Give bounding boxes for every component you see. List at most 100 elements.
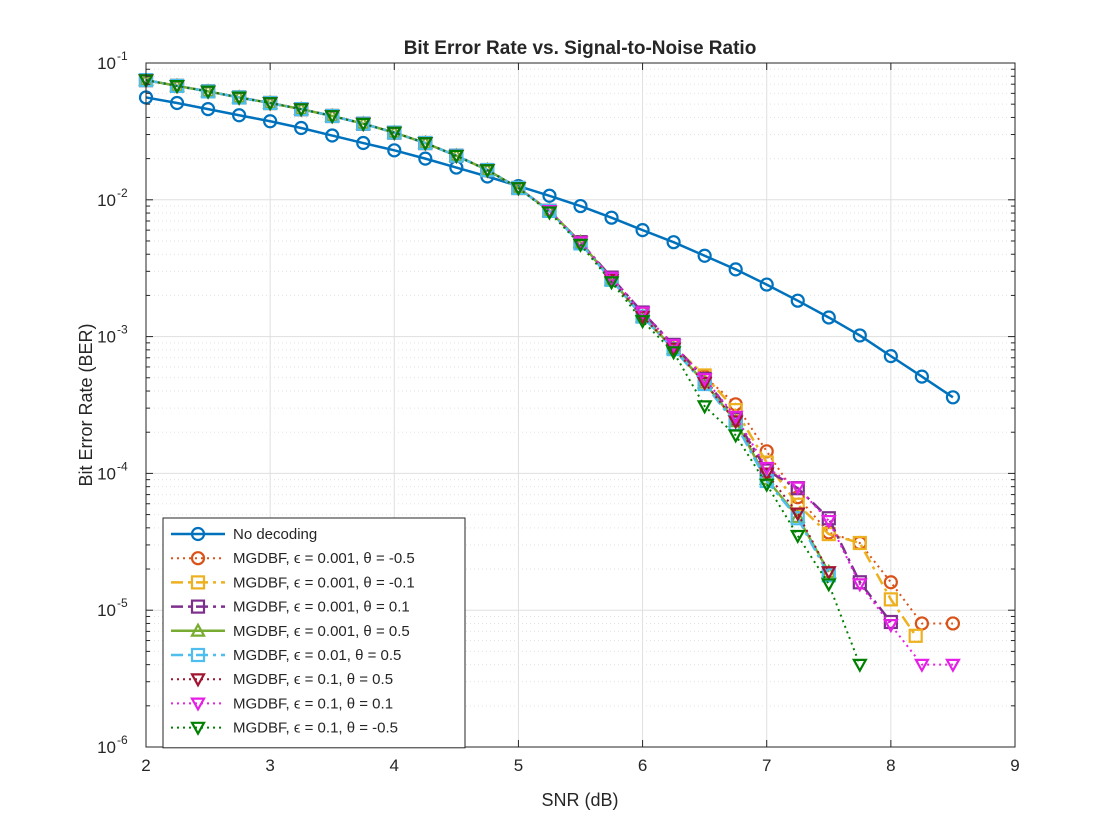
x-tick-label: 5: [514, 756, 523, 775]
data-point: [696, 373, 713, 388]
legend-marker: [190, 697, 206, 712]
y-tick-label: 10: [97, 464, 116, 483]
legend-marker: [190, 647, 206, 663]
legend-label: MGDBF, ϵ = 0.001, θ = 0.1: [233, 599, 410, 616]
legend-label: MGDBF, ϵ = 0.1, θ = 0.5: [233, 671, 393, 688]
data-point: [417, 137, 434, 152]
y-tick-label: 10: [97, 191, 116, 210]
y-tick-label: 10: [97, 54, 116, 73]
data-point: [945, 616, 961, 631]
data-point: [727, 429, 744, 444]
series-8: [138, 74, 868, 673]
x-tick-label: 9: [1010, 756, 1019, 775]
legend-label: MGDBF, ϵ = 0.001, θ = -0.5: [233, 550, 415, 567]
data-point: [294, 120, 309, 136]
legend-label: MGDBF, ϵ = 0.01, θ = 0.5: [233, 647, 401, 664]
data-point: [231, 91, 247, 106]
data-point: [851, 578, 868, 593]
data-point: [448, 149, 465, 164]
data-point: [479, 164, 496, 179]
legend: No decoding MGDBF, ϵ = 0.001, θ = -0.5 MGD…: [162, 517, 466, 749]
legend-marker: [190, 526, 206, 542]
y-tick-base: 10: [97, 191, 116, 210]
legend-box: [162, 517, 466, 749]
data-point: [325, 128, 340, 143]
data-point: [789, 508, 806, 523]
data-point: [604, 210, 619, 225]
x-tick-label: 7: [762, 756, 771, 775]
legend-item: MGDBF, ϵ = 0.01, θ = 0.5: [171, 647, 401, 664]
data-point: [914, 369, 929, 384]
data-point: [790, 511, 805, 526]
data-point: [852, 535, 867, 551]
y-tick-base: 10: [97, 54, 116, 73]
legend-marker: [190, 721, 206, 736]
data-point: [169, 95, 185, 111]
data-point: [356, 135, 371, 151]
x-tick-label: 3: [265, 756, 274, 775]
series-layer: [138, 71, 961, 673]
legend-label: No decoding: [233, 526, 317, 543]
data-point: [263, 114, 278, 129]
data-point: [820, 578, 837, 593]
x-tick-label: 4: [390, 756, 399, 775]
data-point: [262, 97, 279, 112]
data-point: [324, 110, 341, 125]
data-point: [603, 276, 620, 291]
data-point: [821, 310, 836, 325]
data-point: [727, 410, 744, 425]
legend-item: MGDBF, ϵ = 0.001, θ = 0.1: [171, 599, 410, 616]
data-point: [573, 198, 588, 214]
data-point: [758, 470, 775, 485]
data-point: [634, 315, 651, 330]
data-point: [789, 507, 806, 522]
y-tick-exponent: -2: [117, 186, 128, 200]
y-axis-label: Bit Error Rate (BER): [76, 323, 96, 486]
series-line: [145, 96, 954, 399]
y-tick-base: 10: [97, 601, 116, 620]
legend-marker: [190, 599, 206, 614]
y-tick-exponent: -5: [117, 596, 128, 610]
data-point: [728, 262, 743, 277]
data-point: [789, 481, 806, 496]
data-point: [634, 306, 651, 321]
y-tick-base: 10: [97, 738, 116, 757]
y-tick-base: 10: [97, 464, 116, 483]
y-tick-exponent: -1: [117, 49, 128, 63]
data-point: [945, 390, 961, 405]
data-point: [510, 182, 527, 197]
data-point: [820, 566, 837, 581]
legend-marker: [190, 551, 206, 566]
y-tick-label: 10: [97, 738, 116, 757]
x-tick-label: 8: [886, 756, 895, 775]
data-point: [883, 592, 898, 607]
legend-item: MGDBF, ϵ = 0.1, θ = 0.1: [171, 695, 393, 712]
data-point: [758, 478, 775, 493]
x-axis-label: SNR (dB): [541, 790, 618, 810]
data-point: [418, 151, 433, 166]
data-point: [758, 467, 775, 482]
legend-label: MGDBF, ϵ = 0.1, θ = 0.1: [233, 695, 393, 712]
data-point: [727, 415, 744, 430]
legend-item: MGDBF, ϵ = 0.001, θ = -0.1: [171, 574, 415, 591]
axes-box: [145, 62, 1016, 748]
data-point: [293, 103, 310, 118]
data-point: [200, 102, 216, 117]
data-point: [232, 108, 247, 123]
data-point: [169, 80, 185, 95]
data-point: [758, 461, 775, 477]
y-tick-exponent: -4: [117, 459, 128, 473]
legend-item: MGDBF, ϵ = 0.1, θ = -0.5: [171, 720, 398, 737]
legend-label: MGDBF, ϵ = 0.1, θ = -0.5: [233, 720, 398, 737]
y-tick-label: 10: [97, 601, 116, 620]
data-point: [572, 236, 589, 251]
legend-item: No decoding: [171, 526, 317, 543]
data-point: [883, 575, 898, 590]
data-point: [908, 628, 923, 643]
data-point: [665, 338, 682, 354]
data-point: [572, 238, 589, 253]
data-point: [883, 349, 898, 364]
data-point: [882, 619, 899, 634]
series-line: [145, 79, 953, 625]
